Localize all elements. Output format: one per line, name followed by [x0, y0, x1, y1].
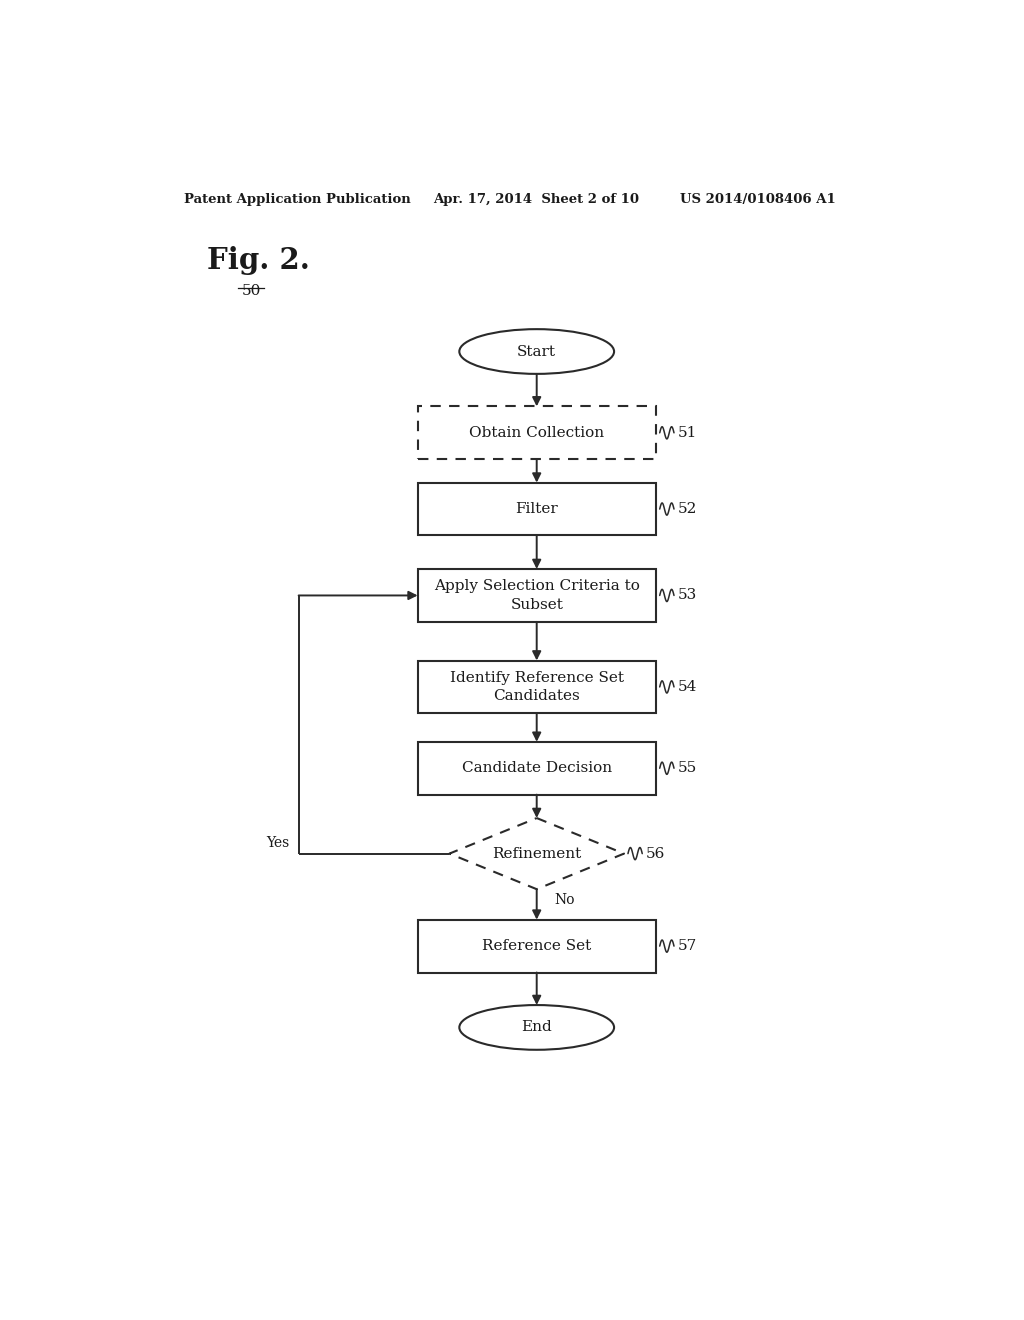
Text: No: No: [554, 894, 574, 907]
Text: 52: 52: [678, 502, 697, 516]
Text: Identify Reference Set
Candidates: Identify Reference Set Candidates: [450, 671, 624, 704]
Bar: [418, 920, 655, 973]
Text: Reference Set: Reference Set: [482, 939, 591, 953]
Text: 53: 53: [678, 589, 697, 602]
Text: Obtain Collection: Obtain Collection: [469, 426, 604, 440]
Text: 57: 57: [678, 939, 697, 953]
Bar: [418, 407, 655, 459]
Text: Fig. 2.: Fig. 2.: [207, 246, 310, 275]
Text: 50: 50: [242, 284, 261, 298]
Bar: [418, 660, 655, 713]
Text: 55: 55: [678, 762, 697, 775]
Text: Candidate Decision: Candidate Decision: [462, 762, 611, 775]
Bar: [418, 483, 655, 536]
Text: Apply Selection Criteria to
Subset: Apply Selection Criteria to Subset: [434, 579, 640, 611]
Text: End: End: [521, 1020, 552, 1035]
Text: Patent Application Publication: Patent Application Publication: [183, 193, 411, 206]
Bar: [418, 569, 655, 622]
Text: Start: Start: [517, 345, 556, 359]
Text: 54: 54: [678, 680, 697, 694]
Text: 51: 51: [678, 426, 697, 440]
Text: US 2014/0108406 A1: US 2014/0108406 A1: [680, 193, 836, 206]
Text: 56: 56: [646, 846, 666, 861]
Text: Filter: Filter: [515, 502, 558, 516]
Text: Yes: Yes: [266, 836, 289, 850]
Text: Refinement: Refinement: [493, 846, 582, 861]
Bar: [418, 742, 655, 795]
Text: Apr. 17, 2014  Sheet 2 of 10: Apr. 17, 2014 Sheet 2 of 10: [433, 193, 640, 206]
